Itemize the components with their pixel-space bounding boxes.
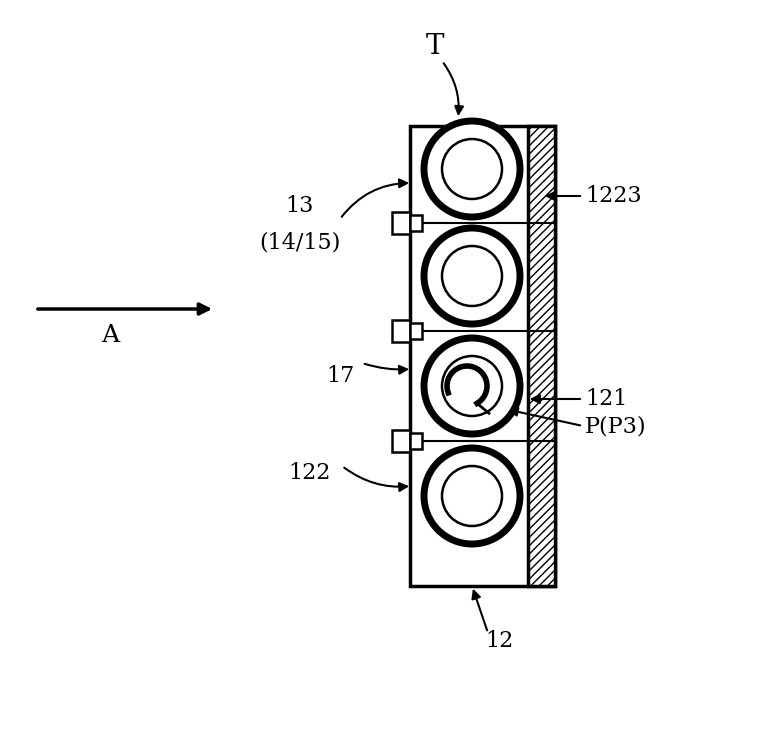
Bar: [392, 430, 410, 452]
Circle shape: [424, 228, 520, 324]
Circle shape: [442, 356, 502, 416]
Bar: [410, 126, 555, 586]
Bar: [410, 215, 422, 231]
Circle shape: [424, 338, 520, 434]
Text: 1223: 1223: [585, 185, 641, 207]
Text: (14/15): (14/15): [259, 232, 340, 254]
Bar: [392, 212, 410, 234]
Bar: [410, 323, 422, 339]
Circle shape: [442, 246, 502, 306]
Bar: [392, 320, 410, 342]
Circle shape: [442, 139, 502, 199]
Text: 13: 13: [286, 195, 314, 217]
Text: 17: 17: [326, 365, 354, 387]
Text: P(P3): P(P3): [585, 415, 647, 437]
Text: 122: 122: [289, 462, 331, 484]
Text: 12: 12: [485, 630, 514, 652]
Text: A: A: [101, 325, 119, 348]
Text: T: T: [426, 33, 444, 59]
Bar: [528, 126, 555, 586]
Circle shape: [424, 448, 520, 544]
Circle shape: [442, 466, 502, 526]
Bar: [410, 433, 422, 449]
Circle shape: [424, 121, 520, 217]
Text: 121: 121: [585, 388, 628, 410]
